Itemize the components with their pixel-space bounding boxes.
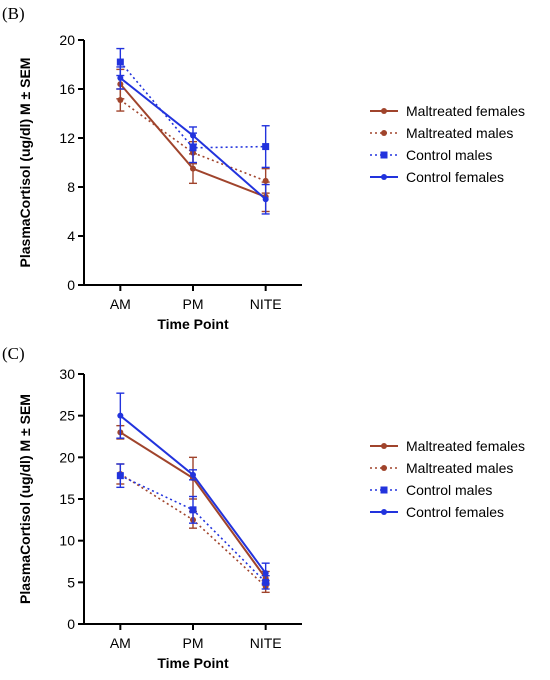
panel-b-y-tick-label: 12	[59, 130, 75, 146]
panel-b-y-tick-label: 4	[67, 228, 75, 244]
panel-b-legend-label: Control males	[406, 147, 492, 163]
panel-c-legend-marker	[381, 509, 387, 515]
panel-b-y-tick-label: 16	[59, 81, 75, 97]
panel-b-legend-label: Maltreated males	[406, 125, 513, 141]
panel-b-data-point	[117, 74, 124, 81]
panel-c-y-axis-label: PlasmaCortisol (ug/dl) M ± SEM	[17, 394, 33, 604]
panel-c-y-tick-label: 20	[59, 449, 75, 465]
panel-c-y-tick-label: 10	[59, 533, 75, 549]
panel-b-y-tick-label: 8	[67, 179, 75, 195]
panel-c-x-tick-label: AM	[110, 635, 131, 651]
panel-b-data-point	[116, 58, 124, 66]
panel-b-y-tick-label: 20	[59, 32, 75, 48]
panel-b-data-point	[117, 97, 124, 104]
panel-c-y-tick-label: 15	[59, 491, 75, 507]
panel-b-legend-marker	[381, 130, 387, 136]
panel-c-data-point	[190, 471, 196, 478]
panel-b-legend-label: Maltreated females	[406, 103, 525, 119]
panel-c-y-tick-label: 5	[67, 574, 75, 590]
panel-b-x-tick-label: NITE	[250, 296, 282, 312]
panel-b-data-point	[262, 177, 269, 184]
panel-b-legend-marker	[381, 108, 387, 114]
panel-c-legend-label: Maltreated females	[406, 438, 525, 454]
panel-c-legend-marker	[380, 486, 388, 494]
panel-b-data-point	[189, 144, 197, 152]
panel-c-legend-marker	[381, 465, 387, 471]
panel-c-data-point	[189, 506, 197, 514]
panel-b-data-point	[190, 165, 196, 172]
panel-c-data-point	[262, 570, 269, 577]
chart-panel-c: 0 5 10 15 20 25 30 AM PM NITE Time Point PlasmaCort…	[17, 366, 525, 671]
panel-c-legend-label: Control females	[406, 504, 504, 520]
panel-c-y-tick-label: 30	[59, 366, 75, 382]
panel-c-x-axis-label: Time Point	[157, 655, 229, 671]
panel-c-data-point	[116, 472, 124, 480]
chart-panel-b: 0 4 8 12 16 20 AM PM NITE Time Point PlasmaCortiso…	[17, 32, 525, 332]
panel-b-series-line	[119, 61, 266, 149]
panel-b-x-tick-label: PM	[183, 296, 204, 312]
panel-c-legend-label: Maltreated males	[406, 460, 513, 476]
panel-c-y-tick-label: 25	[59, 408, 75, 424]
panel-c-x-tick-label: NITE	[250, 635, 282, 651]
panel-c-y-tick-label: 0	[67, 616, 75, 632]
panel-c-label: (C)	[2, 344, 25, 363]
panel-b-y-tick-label: 0	[67, 277, 75, 293]
panel-c-legend-marker	[381, 443, 387, 449]
panel-c-legend-label: Control males	[406, 482, 492, 498]
panel-b-data-point	[262, 143, 270, 151]
panel-b-x-axis-label: Time Point	[157, 316, 229, 332]
panel-b-legend-label: Control females	[406, 169, 504, 185]
panel-b-legend-marker	[380, 151, 388, 159]
panel-b-data-point	[262, 196, 269, 203]
panel-c-data-point	[117, 412, 124, 419]
panel-b-label: (B)	[2, 4, 25, 23]
panel-c-x-tick-label: PM	[183, 635, 204, 651]
panel-b-y-axis-label: PlasmaCortisol (ug/dl) M ± SEM	[17, 58, 33, 268]
panel-b-data-point	[190, 132, 196, 139]
panel-b-x-tick-label: AM	[110, 296, 131, 312]
panel-b-legend-marker	[381, 174, 387, 180]
panel-b-series-line	[119, 99, 266, 182]
